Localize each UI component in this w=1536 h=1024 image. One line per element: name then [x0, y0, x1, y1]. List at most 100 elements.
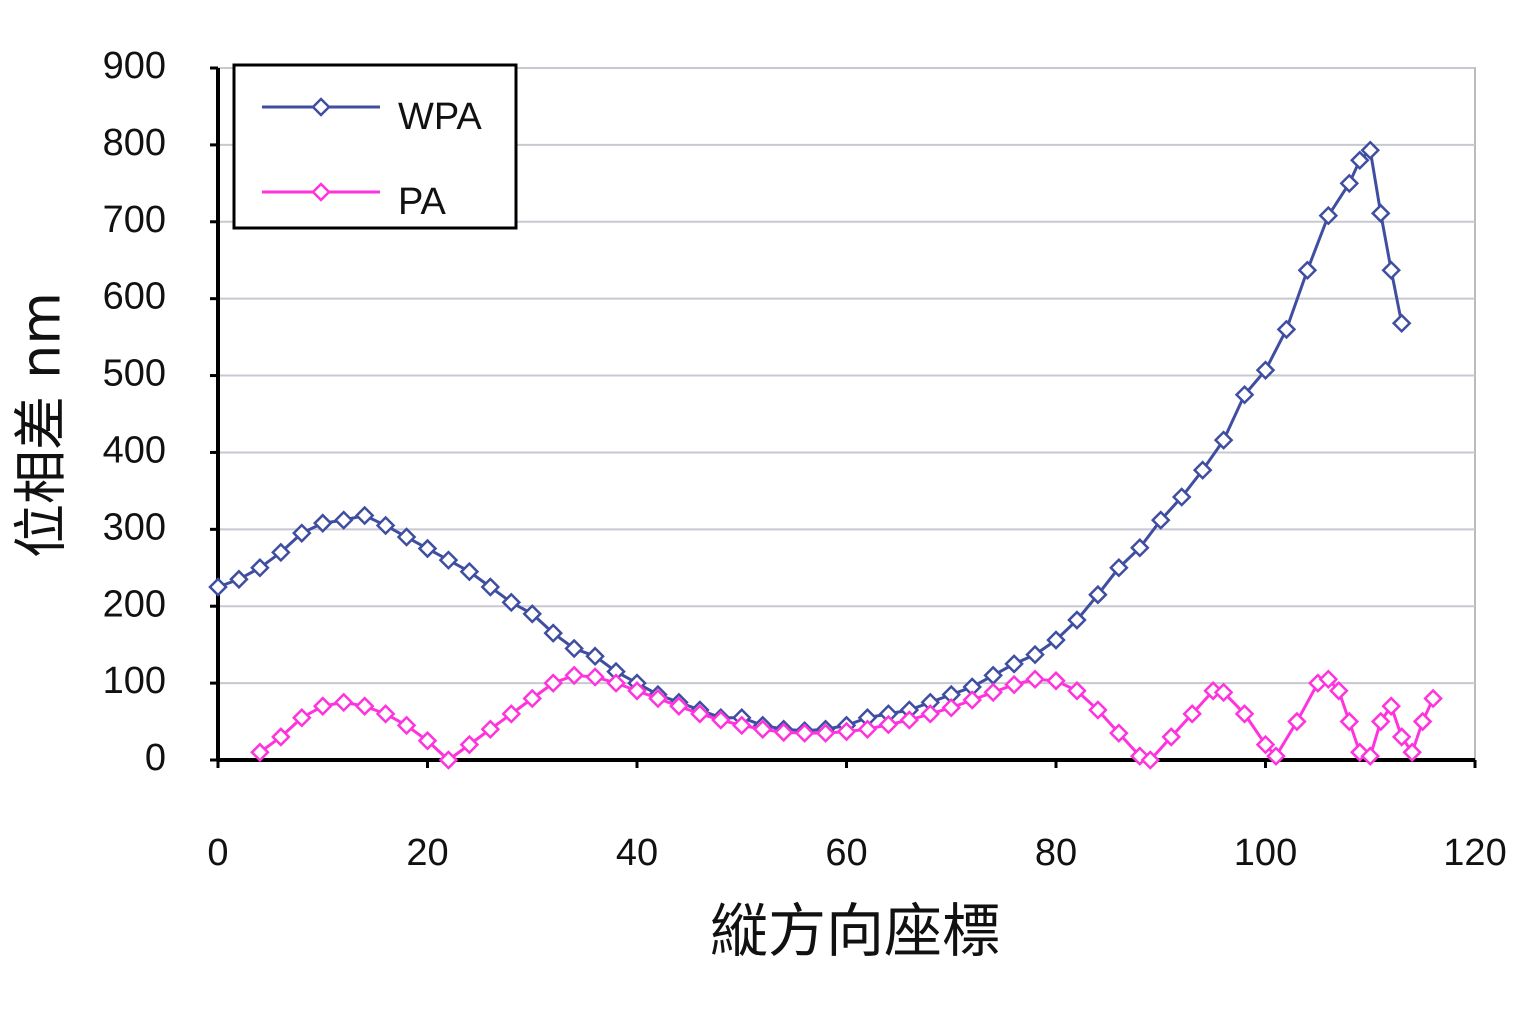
data-point	[1088, 700, 1108, 720]
y-tick-label: 100	[103, 660, 166, 702]
y-tick-label: 600	[103, 276, 166, 318]
data-point	[1161, 727, 1181, 747]
data-point	[585, 667, 605, 687]
data-point	[1067, 610, 1087, 630]
data-point	[564, 638, 584, 659]
data-point	[920, 704, 941, 724]
data-point	[878, 714, 899, 735]
y-tick-label: 500	[103, 353, 166, 395]
y-tick-label: 700	[103, 199, 166, 241]
y-tick-label: 0	[145, 737, 166, 779]
data-point	[1423, 688, 1443, 709]
data-point	[354, 696, 375, 716]
y-tick-label: 900	[103, 45, 166, 87]
x-tick-label: 0	[207, 832, 228, 874]
data-point	[501, 704, 522, 724]
legend-marker	[311, 97, 331, 117]
data-point	[229, 569, 249, 590]
data-point	[271, 727, 291, 747]
x-tick-label: 60	[825, 832, 867, 874]
data-point	[1360, 140, 1381, 161]
data-point	[1350, 150, 1370, 171]
x-tick-label: 80	[1035, 832, 1077, 874]
legend-label: PA	[398, 181, 447, 223]
y-tick-label: 400	[103, 429, 166, 471]
data-point	[1150, 510, 1171, 530]
data-point	[1109, 558, 1129, 578]
data-point	[1067, 681, 1087, 701]
data-point	[250, 742, 270, 763]
data-point	[1360, 746, 1381, 766]
data-point	[1025, 644, 1045, 665]
data-point	[438, 750, 459, 770]
data-point	[250, 558, 270, 578]
data-point	[1318, 205, 1339, 226]
x-tick-label: 20	[406, 832, 448, 874]
data-point	[983, 682, 1003, 703]
data-point	[1192, 460, 1213, 480]
y-tick-label: 800	[103, 122, 166, 164]
data-point	[375, 704, 396, 724]
y-axis-label: 位相差 nm	[10, 292, 73, 558]
data-point	[1213, 430, 1234, 450]
data-point	[396, 527, 417, 547]
data-point	[501, 592, 522, 613]
legend: WPA PA	[232, 63, 518, 230]
data-point	[1046, 671, 1066, 691]
x-tick-label: 120	[1443, 832, 1506, 874]
data-point	[585, 646, 605, 666]
data-point	[396, 715, 417, 736]
data-point	[459, 561, 480, 582]
data-point	[1339, 711, 1360, 732]
data-point	[1140, 750, 1161, 770]
data-point	[1318, 669, 1339, 690]
data-point	[752, 719, 773, 740]
data-point	[836, 721, 857, 742]
data-point	[1370, 203, 1391, 224]
data-point	[312, 696, 333, 716]
data-point	[1046, 630, 1066, 650]
data-point	[522, 688, 543, 709]
data-point	[648, 688, 668, 709]
data-point	[669, 696, 689, 716]
y-tick-label: 300	[103, 506, 166, 548]
data-point	[606, 673, 626, 693]
data-point	[962, 690, 982, 710]
data-point	[899, 710, 920, 730]
data-point	[1004, 674, 1024, 695]
data-point	[773, 722, 794, 743]
data-point	[1130, 538, 1150, 558]
data-point	[1025, 669, 1045, 690]
data-point	[1381, 260, 1401, 280]
data-point	[1402, 742, 1422, 763]
data-point	[480, 719, 501, 740]
legend-box	[232, 63, 518, 230]
data-point	[1213, 682, 1234, 703]
data-point	[1339, 173, 1360, 194]
data-point	[1088, 584, 1108, 605]
data-point	[1255, 734, 1276, 755]
data-point	[1182, 704, 1202, 724]
data-point	[1370, 711, 1391, 732]
data-point	[208, 577, 228, 597]
data-point	[1255, 360, 1276, 380]
data-point	[543, 623, 563, 643]
data-point	[941, 697, 962, 718]
data-point	[1391, 313, 1412, 334]
y-tick-label: 200	[103, 583, 166, 625]
data-point	[690, 704, 710, 724]
data-point	[815, 723, 836, 743]
data-point	[731, 715, 752, 736]
data-point	[354, 505, 375, 526]
data-point	[1329, 681, 1349, 701]
data-point	[459, 734, 480, 755]
data-point	[1276, 319, 1297, 340]
data-point	[333, 692, 354, 713]
data-point	[312, 513, 333, 533]
data-point	[1171, 487, 1192, 507]
legend-marker	[311, 182, 331, 202]
data-point	[417, 731, 438, 751]
data-point	[564, 665, 584, 686]
